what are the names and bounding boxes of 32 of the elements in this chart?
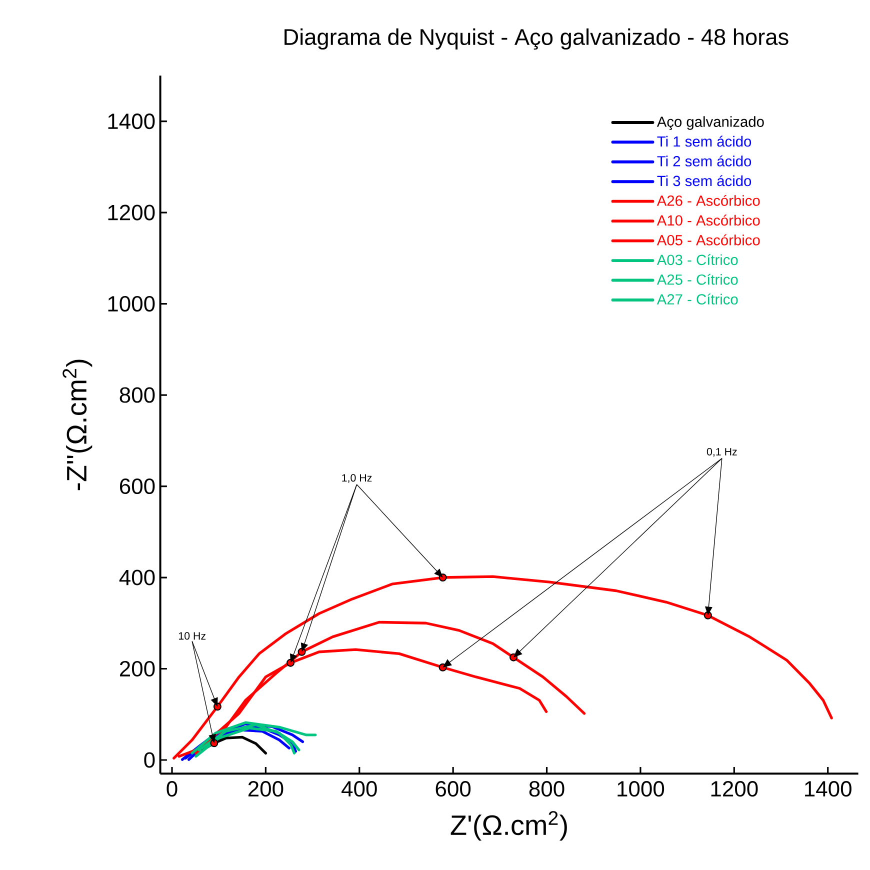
y-tick-label: 0 [144,752,155,768]
x-tick-label: 400 [342,781,377,797]
y-tick-label: 800 [120,387,155,403]
x-tick-label: 800 [529,781,564,797]
x-tick-label: 600 [436,781,471,797]
legend-label: Ti 1 sem ácido [657,136,752,147]
y-tick-label: 200 [120,660,155,677]
legend-label: A05 - Ascórbico [656,234,760,246]
legend-label: Ti 3 sem ácido [657,175,752,186]
y-tick-label: 1400 [108,114,155,130]
legend-label: A27 - Cítrico [656,294,738,305]
x-tick-label: 1000 [618,781,664,797]
y-tick-label: 600 [120,478,155,494]
x-tick-label: 200 [248,781,284,797]
legend-label: A25 - Cítrico [656,274,738,285]
x-axis-title: Z'(Ω.cm$^{2}$) [450,811,567,841]
annotation: 0,1 Hz [706,448,737,457]
y-tick-label: 1200 [108,204,155,220]
annotation: 1,0 Hz [342,474,372,483]
y-tick-label: 1000 [108,296,155,312]
legend-label: A03 - Cítrico [656,254,738,266]
x-tick-label: 0 [166,781,178,797]
y-tick-label: 400 [119,570,155,586]
legend-label: Aço galvanizado [656,116,764,130]
annotation: 10 Hz [178,632,206,640]
x-tick-label: 1200 [711,781,758,797]
legend-label: Ti 2 sem ácido [657,155,752,166]
x-tick-label: 1400 [805,781,852,797]
legend-label: A10 - Ascórbico [656,214,760,226]
y-axis-title: -Z''(Ω.cm$^{2}$) [62,360,92,490]
legend-label: A26 - Ascórbico [656,194,760,206]
chart-title: Diagrama de Nyquist - Aço galvanizado - 48 horas [284,28,788,50]
